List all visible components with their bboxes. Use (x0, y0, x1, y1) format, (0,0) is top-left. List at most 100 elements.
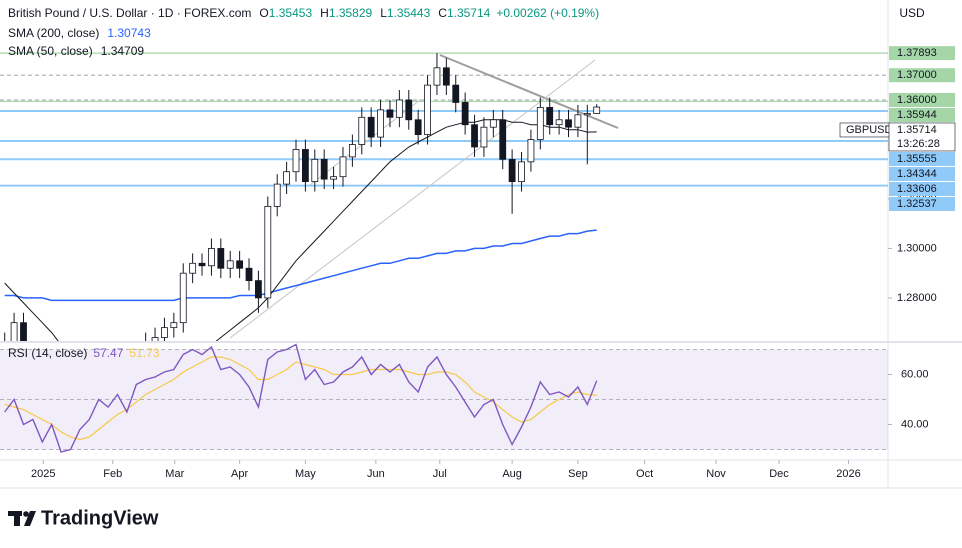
quote-key: L (380, 6, 387, 20)
trendline (229, 59, 596, 339)
candle-body (311, 158, 319, 183)
rsi-legend: RSI (14, close) 57.47 51.73 (8, 346, 160, 360)
candle-body (245, 267, 253, 282)
candle-body (283, 171, 291, 185)
candle-body (320, 158, 328, 180)
level-label: 1.32537 (897, 198, 937, 210)
sma-line (4, 119, 597, 341)
level-label: 1.37000 (897, 69, 937, 81)
candle-body (461, 102, 469, 126)
candle-body (161, 327, 168, 338)
logo-part (24, 511, 36, 526)
candle-body (442, 67, 450, 86)
symbol-title: British Pound / U.S. Dollar · 1D · FOREX… (8, 6, 251, 20)
candle-body (208, 248, 215, 267)
candle-body (292, 149, 300, 173)
candle-body (480, 126, 488, 148)
quote-change: +0.00262 (+0.19%) (496, 6, 599, 20)
indicator-name: SMA (200, close) (8, 26, 99, 40)
candle-body (273, 183, 281, 207)
candle-body (151, 337, 159, 341)
candle-body (471, 124, 478, 148)
price-pane (4, 53, 601, 341)
candle-body (536, 106, 544, 140)
rsi-value: 57.47 (93, 346, 123, 360)
candle-body (489, 119, 497, 128)
quote-value: 1.35453 (269, 6, 313, 20)
last-price-tag (888, 122, 956, 152)
sma-line (4, 229, 597, 302)
candle-body (424, 84, 431, 136)
rsi-pane (0, 343, 888, 453)
level-tag (889, 68, 955, 83)
indicator-value: 1.30743 (107, 26, 151, 40)
indicator-legend: SMA (50, close) 1.34709 (8, 44, 144, 58)
candle-body (508, 158, 516, 183)
candle-body (10, 322, 18, 341)
x-tick-label: Aug (502, 468, 522, 480)
candle-body (189, 262, 197, 274)
candle-body (226, 260, 234, 269)
brand-logo (8, 511, 36, 526)
level-tag (889, 181, 955, 196)
candle-body (518, 161, 525, 183)
x-tick-label: Oct (636, 468, 653, 480)
candle-body (527, 139, 535, 163)
candle-body (499, 119, 507, 160)
candle-body (198, 262, 206, 267)
y-tick-label: 1.30000 (897, 242, 937, 254)
quote-key: H (320, 6, 329, 20)
quote-key: O (259, 6, 268, 20)
level-label: 1.34344 (897, 168, 937, 180)
countdown: 13:26:28 (897, 138, 940, 150)
candle-body (358, 116, 366, 145)
candle-body (20, 322, 27, 341)
candle-body (255, 280, 262, 299)
level-tag (889, 92, 955, 107)
x-tick-label: May (295, 468, 316, 480)
logo-part (14, 511, 20, 526)
candle-body (593, 106, 601, 114)
candle-body (555, 119, 563, 126)
quote-value: 1.35714 (447, 6, 491, 20)
x-tick-label: Jun (367, 468, 385, 480)
x-tick-label: 2026 (836, 468, 860, 480)
logo-part (23, 511, 29, 517)
x-tick-label: Nov (706, 468, 726, 480)
candle-body (236, 260, 244, 269)
header-legend: British Pound / U.S. Dollar · 1D · FOREX… (8, 6, 599, 20)
quote-value: 1.35443 (387, 6, 431, 20)
candle-body (546, 106, 554, 126)
candle-body (565, 119, 572, 128)
level-tag (889, 107, 955, 122)
x-tick-label: Jul (433, 468, 447, 480)
candle-body (339, 156, 347, 178)
rsi-tick-label: 40.00 (901, 418, 929, 430)
x-tick-label: 2025 (31, 468, 55, 480)
candle-body (433, 67, 441, 86)
x-tick-label: Dec (769, 468, 789, 480)
y-tick-label: 1.28000 (897, 292, 937, 304)
indicator-legend: SMA (200, close) 1.30743 (8, 26, 151, 40)
rsi-tick-label: 60.00 (901, 368, 929, 380)
last-price-value: 1.35714 (897, 124, 937, 136)
x-tick-label: Sep (568, 468, 588, 480)
quote-key: C (438, 6, 447, 20)
level-label: 1.35555 (897, 153, 937, 165)
axes: 1.280001.300001.320002025FebMarAprMayJun… (31, 46, 956, 480)
candle-body (170, 322, 178, 329)
level-label: 1.37893 (897, 47, 937, 59)
level-label: 1.33606 (897, 183, 937, 195)
currency: USD (899, 6, 925, 20)
rsi-name: RSI (14, close) (8, 346, 87, 360)
level-tag (889, 46, 955, 61)
candle-body (217, 248, 225, 269)
level-tag (889, 166, 955, 181)
candle-body (348, 144, 356, 158)
x-tick-label: Mar (165, 468, 184, 480)
candle-body (395, 99, 403, 118)
candle-body (377, 109, 384, 138)
last-price-symbol: GBPUSD (846, 124, 893, 136)
